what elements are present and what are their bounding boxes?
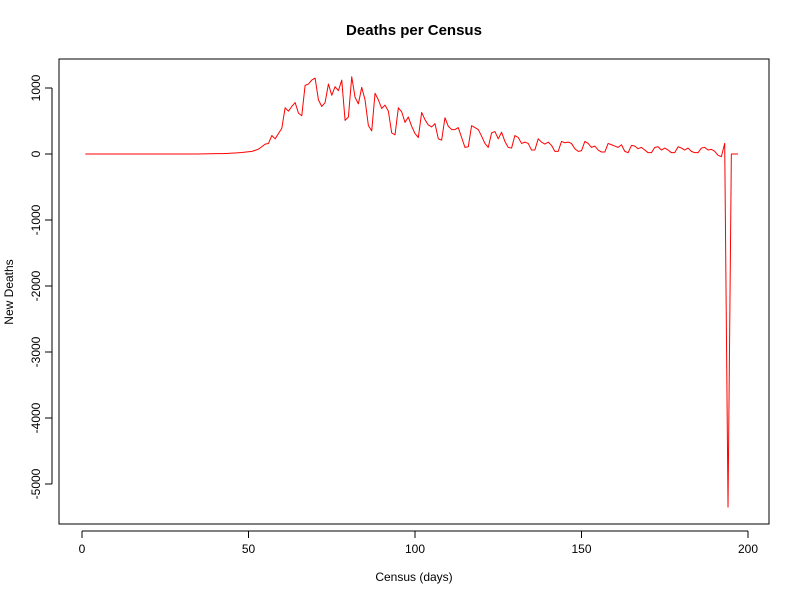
y-tick-label: -1000: [29, 204, 43, 235]
y-tick-label: -3000: [29, 336, 43, 367]
y-tick-label: 1000: [29, 74, 43, 101]
x-tick-label: 100: [405, 542, 425, 556]
y-axis: 1000 0 -1000 -2000 -3000 -4000 -5000: [29, 74, 52, 499]
x-tick-label: 200: [738, 542, 758, 556]
series-line-0: [85, 77, 738, 507]
chart-title: Deaths per Census: [346, 22, 482, 39]
x-tick-label: 150: [571, 542, 591, 556]
y-tick-label: 0: [29, 150, 43, 157]
y-tick-label: -5000: [29, 468, 43, 499]
plot-frame: [59, 59, 769, 524]
plot-area: [85, 77, 738, 507]
x-axis: 0 50 100 150 200: [79, 531, 759, 556]
x-tick-label: 50: [242, 542, 256, 556]
y-axis-label: New Deaths: [2, 259, 16, 324]
y-tick-label: -4000: [29, 402, 43, 433]
x-tick-label: 0: [79, 542, 86, 556]
x-axis-label: Census (days): [375, 570, 452, 584]
y-tick-label: -2000: [29, 270, 43, 301]
